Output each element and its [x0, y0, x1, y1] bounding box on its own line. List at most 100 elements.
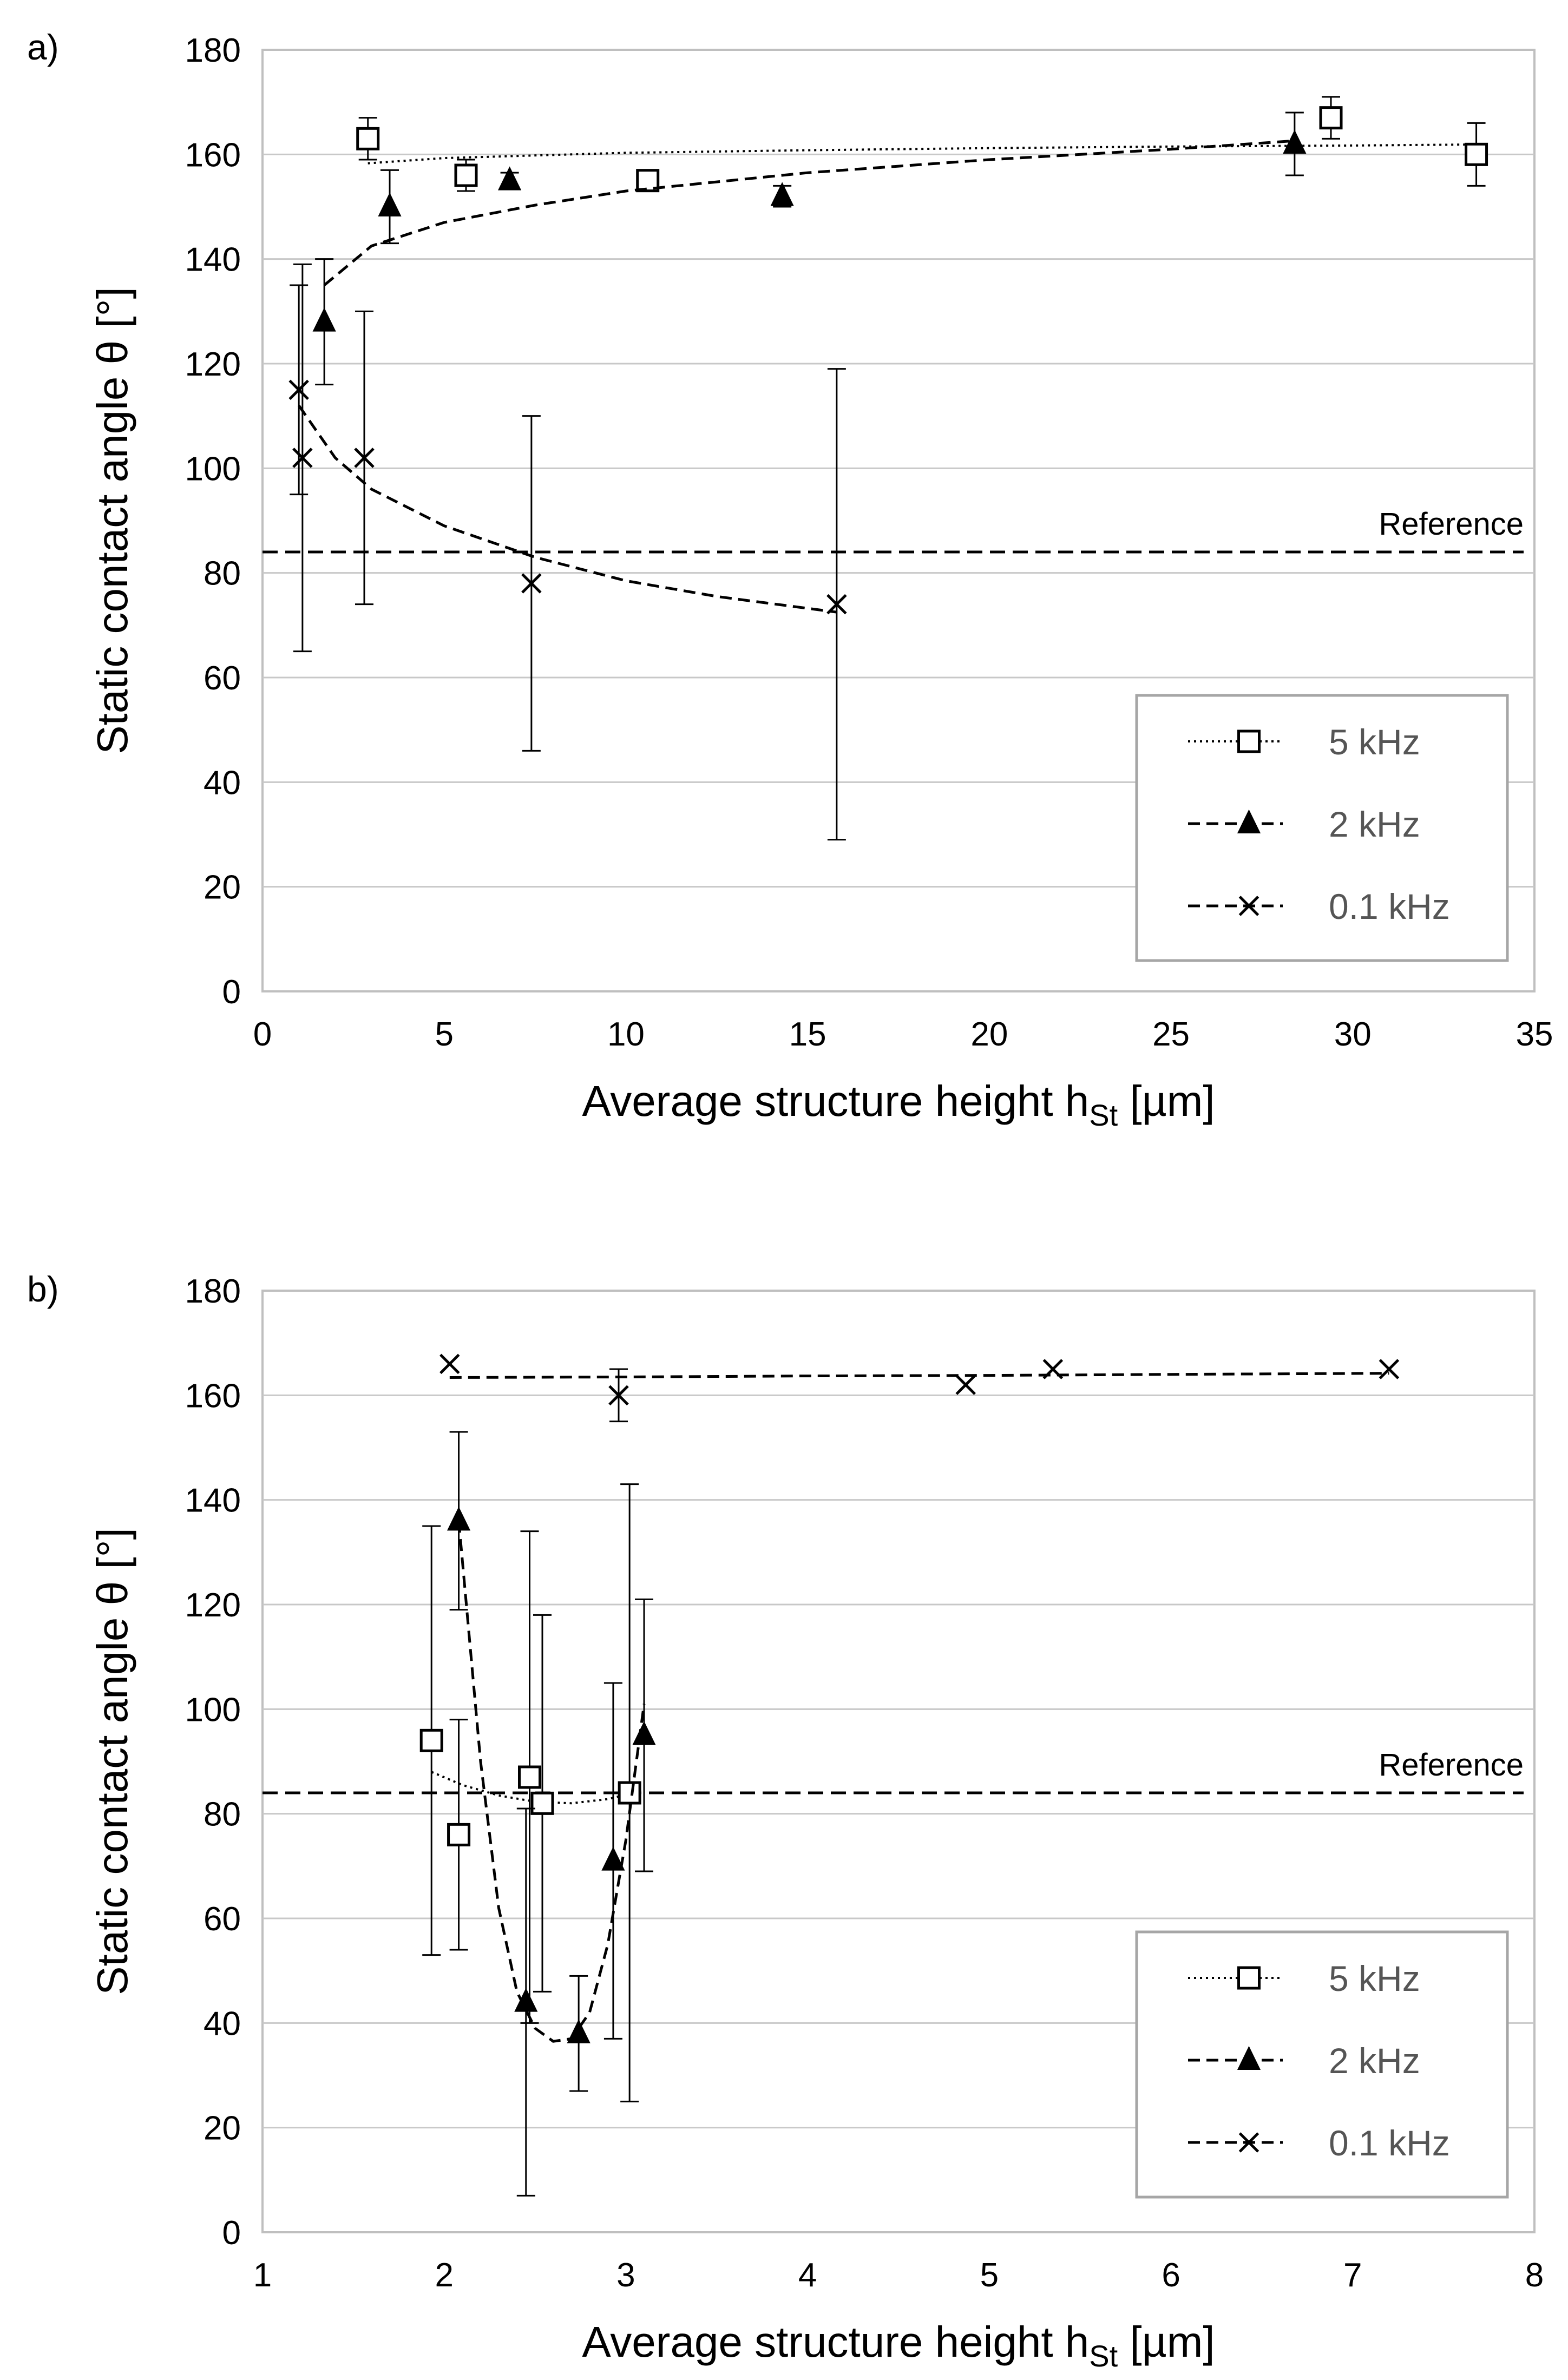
data-point-stroke-b [955, 1375, 976, 1395]
x-tick-label: 25 [1152, 1016, 1190, 1053]
legend-label: 2 kHz [1329, 2041, 1420, 2081]
data-point [826, 594, 847, 615]
y-axis-label: Static contact angle θ [°] [88, 287, 136, 754]
x-tick-label: 10 [607, 1016, 645, 1053]
legend: 5 kHz 2 kHz 0.1 kHz [1135, 1930, 1509, 2199]
data-point [632, 1721, 656, 1745]
x-tick-label: 1 [253, 2257, 272, 2294]
x-tick-label: 5 [435, 1016, 453, 1053]
legend-marker [1237, 729, 1261, 753]
reference-label: Reference [1379, 507, 1524, 542]
legend: 5 kHz 2 kHz 0.1 kHz [1135, 694, 1509, 962]
trend-line [298, 404, 837, 614]
legend-label: 5 kHz [1329, 1958, 1420, 1998]
data-point-stroke-b [608, 1385, 629, 1406]
x-axis-label-unit: [µm] [1118, 1077, 1215, 1125]
data-point [770, 182, 794, 206]
series-2-khz [312, 111, 1307, 386]
data-point-stroke-b [292, 448, 313, 468]
legend-marker-stroke-b [1238, 2132, 1259, 2153]
data-point-stroke-b [1379, 1359, 1400, 1379]
y-tick-label: 100 [185, 450, 241, 488]
y-tick-label: 180 [185, 32, 241, 69]
x-tick-label: 3 [616, 2257, 635, 2294]
y-tick-label: 60 [204, 1901, 241, 1938]
data-point [497, 166, 522, 190]
data-point [514, 1988, 538, 2012]
x-axis-label-subscript: St [1089, 2339, 1118, 2373]
data-point-stroke-b [521, 573, 542, 594]
data-point [955, 1375, 976, 1395]
legend-marker [1237, 1966, 1261, 1990]
data-point [419, 1728, 443, 1752]
data-point-stroke-b [1042, 1359, 1064, 1379]
y-axis-label: Static contact angle θ [°] [88, 1528, 136, 1995]
data-point [454, 163, 478, 187]
plot-frame [261, 1290, 1536, 2233]
y-tick-label: 20 [204, 869, 241, 906]
y-tick-label: 0 [222, 2214, 241, 2252]
data-point-stroke-b [288, 379, 309, 400]
y-tick-label: 20 [204, 2110, 241, 2147]
trend-line [449, 1372, 1389, 1379]
series-0-1-khz [439, 1353, 1400, 1423]
data-point [288, 379, 309, 400]
x-axis-label-unit: [µm] [1118, 2318, 1215, 2366]
x-tick-label: 6 [1162, 2257, 1180, 2294]
data-point [608, 1385, 629, 1406]
trend-line [457, 1521, 646, 2043]
trend-line [323, 139, 1295, 286]
reference-label: Reference [1379, 1747, 1524, 1783]
y-tick-label: 60 [204, 660, 241, 697]
x-tick-label: 0 [253, 1016, 272, 1053]
y-tick-label: 160 [185, 1377, 241, 1415]
y-tick-label: 180 [185, 1273, 241, 1310]
x-tick-label: 2 [435, 2257, 453, 2294]
data-point [530, 1791, 554, 1815]
data-point [567, 2019, 591, 2043]
legend-marker [1238, 2132, 1259, 2153]
y-tick-label: 140 [185, 241, 241, 279]
data-point [521, 573, 542, 594]
y-tick-label: 120 [185, 1587, 241, 1624]
x-tick-label: 5 [980, 2257, 999, 2294]
y-tick-label: 140 [185, 1482, 241, 1520]
plot-frame [261, 49, 1536, 992]
data-point [1465, 142, 1488, 166]
x-tick-label: 8 [1525, 2257, 1544, 2294]
x-tick-label: 35 [1516, 1016, 1553, 1053]
y-tick-label: 0 [222, 974, 241, 1011]
legend-box [1135, 1930, 1509, 2199]
series-5-khz [419, 1483, 641, 2102]
legend-marker [1238, 896, 1259, 916]
trend-line [368, 143, 1477, 165]
data-point [1379, 1359, 1400, 1379]
legend-marker-stroke-b [1238, 896, 1259, 916]
x-tick-label: 30 [1334, 1016, 1372, 1053]
data-point [518, 1765, 541, 1789]
data-point [618, 1781, 641, 1805]
data-point [1283, 129, 1307, 154]
y-tick-label: 160 [185, 136, 241, 174]
x-tick-label: 7 [1343, 2257, 1362, 2294]
x-axis-label-main: Average structure height h [582, 1077, 1089, 1125]
x-axis-label: Average structure height hSt [µm] [582, 1077, 1215, 1132]
data-point [447, 1823, 471, 1846]
data-point [356, 127, 380, 150]
data-point [1319, 106, 1343, 130]
legend-marker [1237, 2046, 1261, 2070]
x-tick-label: 4 [798, 2257, 817, 2294]
y-tick-label: 40 [204, 764, 241, 801]
data-point [601, 1846, 625, 1871]
data-point [292, 448, 313, 468]
data-point [1042, 1359, 1064, 1379]
panel-label: a) [27, 27, 59, 67]
data-point [354, 448, 375, 468]
data-point-stroke-b [439, 1353, 460, 1375]
y-tick-label: 120 [185, 346, 241, 383]
data-point [312, 307, 336, 332]
legend-label: 5 kHz [1329, 722, 1420, 762]
data-point [439, 1353, 460, 1375]
data-point-stroke-b [354, 448, 375, 468]
